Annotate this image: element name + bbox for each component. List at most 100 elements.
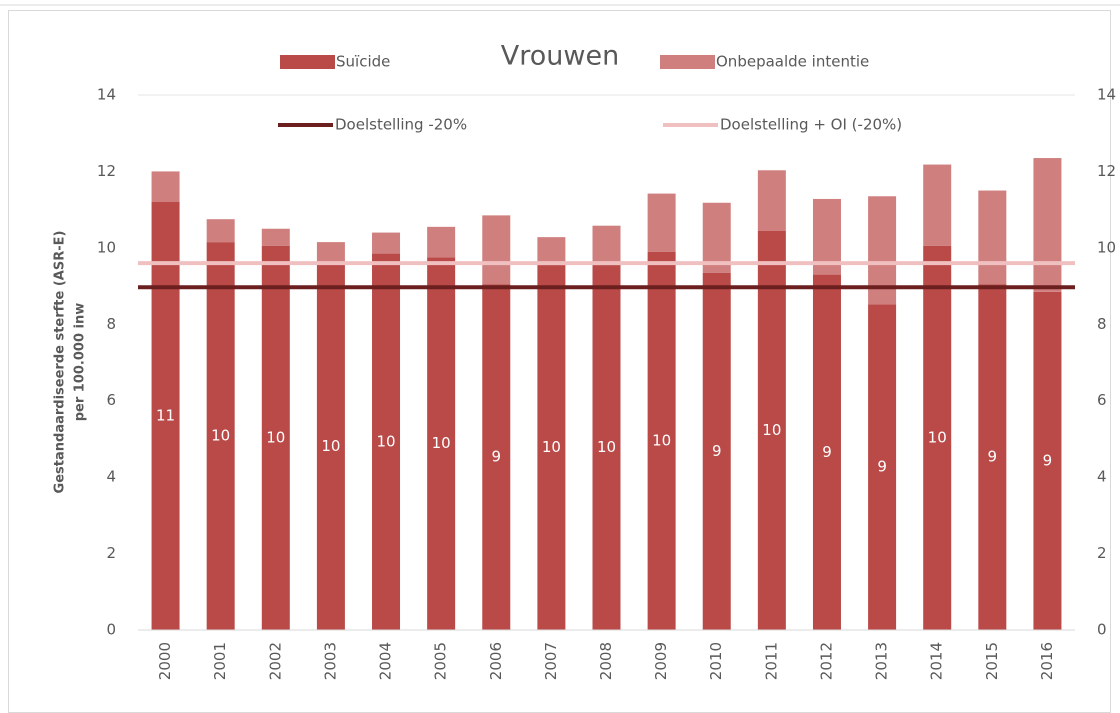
bar-segment	[482, 215, 511, 285]
bar-segment	[868, 304, 897, 630]
x-tick-label: 2001	[211, 642, 229, 680]
x-tick-label: 2008	[597, 642, 615, 680]
y-tick-label: 2	[106, 544, 116, 562]
bar-segment	[482, 284, 511, 630]
x-tick-label: 2005	[432, 642, 450, 680]
bar-segment	[372, 232, 401, 254]
x-tick-group: 2000	[156, 642, 174, 680]
x-tick-group: 2007	[542, 642, 560, 680]
bar-segment	[923, 245, 952, 631]
y-label-line: Gestandaardiseerde sterfte (ASR-E)	[53, 231, 68, 494]
value-label: 10	[211, 427, 230, 445]
y-tick-label: 14	[97, 86, 116, 104]
bar-segment	[261, 228, 290, 246]
y2-tick-label: 12	[1097, 162, 1116, 180]
bar-segment	[206, 219, 235, 243]
value-label: 9	[712, 442, 722, 460]
x-tick-group: 2010	[707, 642, 725, 680]
value-label: 11	[156, 407, 175, 425]
bar-segment	[978, 284, 1007, 630]
legend-swatch	[280, 55, 335, 69]
x-tick-group: 2008	[597, 642, 615, 680]
bar-segment	[1033, 158, 1062, 292]
x-tick-label: 2014	[928, 642, 946, 680]
y2-tick-label: 8	[1097, 315, 1107, 333]
bar-segment	[206, 242, 235, 630]
bar-segment	[372, 253, 401, 630]
x-tick-label: 2009	[652, 642, 670, 680]
y-tick-label: 8	[106, 315, 116, 333]
x-tick-label: 2000	[156, 642, 174, 680]
x-tick-group: 2014	[928, 642, 946, 680]
bar-segment	[316, 263, 345, 630]
value-label: 10	[762, 421, 781, 439]
y2-tick-label: 4	[1097, 468, 1107, 486]
x-tick-label: 2010	[707, 642, 725, 680]
legend-label: Doelstelling -20%	[335, 116, 467, 134]
bar-segment	[978, 190, 1007, 285]
x-tick-group: 2005	[432, 642, 450, 680]
x-tick-label: 2006	[487, 642, 505, 680]
bar-segment	[261, 245, 290, 631]
value-label: 10	[542, 438, 561, 456]
chart-title: Vrouwen	[501, 41, 619, 72]
legend-label: Doelstelling + OI (-20%)	[720, 116, 902, 134]
x-tick-label: 2011	[762, 642, 780, 680]
x-tick-label: 2016	[1038, 642, 1056, 680]
x-tick-label: 2007	[542, 642, 560, 680]
bar-segment	[316, 242, 345, 264]
y-tick-label: 12	[97, 162, 116, 180]
x-tick-group: 2001	[211, 642, 229, 680]
bar-segment	[647, 251, 676, 630]
value-label: 10	[321, 437, 340, 455]
bar-segment	[702, 272, 731, 630]
value-label: 10	[266, 428, 285, 446]
x-tick-label: 2002	[266, 642, 284, 680]
x-tick-group: 2004	[377, 642, 395, 680]
x-tick-group: 2003	[321, 642, 339, 680]
x-tick-group: 2013	[873, 642, 891, 680]
value-label: 10	[652, 431, 671, 449]
bar-segment	[537, 237, 566, 266]
bar-segment	[647, 193, 676, 252]
value-label: 9	[491, 448, 501, 466]
x-tick-label: 2004	[377, 642, 395, 680]
x-tick-group: 2006	[487, 642, 505, 680]
legend-label: Onbepaalde intentie	[716, 53, 869, 71]
x-tick-group: 2009	[652, 642, 670, 680]
bar-segment	[151, 202, 180, 630]
legend-swatch	[660, 55, 715, 69]
value-label: 10	[928, 428, 947, 446]
x-tick-label: 2015	[983, 642, 1001, 680]
bar-segment	[427, 226, 456, 258]
legend-label: Suïcide	[336, 53, 390, 71]
value-label: 10	[597, 438, 616, 456]
x-tick-group: 2015	[983, 642, 1001, 680]
x-tick-label: 2013	[873, 642, 891, 680]
y2-tick-label: 10	[1097, 238, 1116, 256]
y-label-line: per 100.000 inw	[73, 303, 88, 422]
bar-segment	[151, 171, 180, 202]
value-label: 10	[376, 432, 395, 450]
bar-segment	[592, 225, 621, 266]
bar-segment	[923, 164, 952, 246]
x-tick-label: 2003	[321, 642, 339, 680]
value-label: 9	[988, 448, 998, 466]
bar-segment	[427, 257, 456, 630]
y2-tick-label: 2	[1097, 544, 1107, 562]
x-tick-group: 2011	[762, 642, 780, 680]
bar-segment	[537, 265, 566, 630]
bar-segment	[702, 202, 731, 273]
y-tick-label: 6	[106, 391, 116, 409]
x-tick-group: 2002	[266, 642, 284, 680]
y2-tick-label: 6	[1097, 391, 1107, 409]
y-axis-label: Gestandaardiseerde sterfte (ASR-E) per 1…	[53, 231, 88, 494]
y2-tick-label: 0	[1097, 621, 1107, 639]
bar-segment	[757, 170, 786, 231]
bar-segment	[757, 230, 786, 631]
y-tick-label: 0	[106, 621, 116, 639]
x-tick-group: 2012	[817, 642, 835, 680]
value-label: 10	[432, 434, 451, 452]
value-label: 9	[1043, 451, 1053, 469]
value-label: 9	[822, 443, 832, 461]
